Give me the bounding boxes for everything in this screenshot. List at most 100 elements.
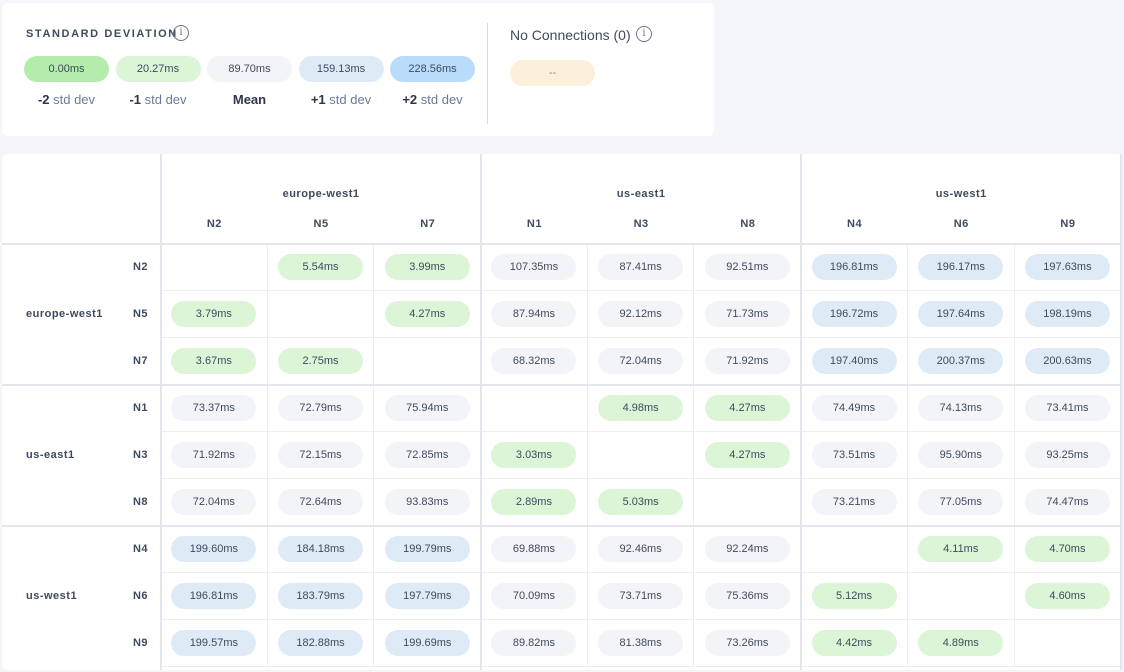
latency-pill: 73.37ms [171,395,257,421]
node-row-header: N9 [132,637,148,649]
node-row-header: N7 [132,355,148,367]
matrix-cell: 72.64ms [267,479,375,526]
matrix-cell: 2.89ms [481,479,588,526]
matrix-cell: 72.85ms [374,432,482,479]
matrix-cell: 87.41ms [587,244,695,291]
matrix-cell: 73.37ms [161,385,268,432]
matrix-cell: 5.12ms [801,573,908,620]
info-icon[interactable]: i [636,26,652,42]
node-column-header: N2 [206,218,222,230]
divider [487,23,488,124]
matrix-cell: 72.79ms [267,385,375,432]
matrix-cell: 197.79ms [374,573,482,620]
matrix-cell: 72.15ms [267,432,375,479]
std-dev-item: 0.00ms -2 std dev [24,56,109,107]
region-divider [2,384,1122,386]
latency-pill: 75.36ms [704,583,790,609]
std-dev-label: -2 std dev [24,92,109,107]
node-column-header: N3 [633,218,649,230]
matrix-cell: 196.17ms [907,244,1015,291]
latency-pill: 74.13ms [918,395,1004,421]
matrix-cell: 3.79ms [161,291,268,338]
latency-pill: 72.04ms [598,348,684,374]
latency-pill: 4.98ms [598,395,684,421]
latency-pill: 92.12ms [598,301,684,327]
std-dev-item: 89.70ms Mean [207,56,292,107]
latency-pill: 2.89ms [491,489,577,515]
node-column-header: N4 [847,218,863,230]
std-dev-item: 20.27ms -1 std dev [115,56,201,107]
latency-pill: 4.27ms [704,395,790,421]
matrix-cell: 4.89ms [907,620,1015,667]
matrix-cell: 199.79ms [374,526,482,573]
node-column-header: N6 [953,218,969,230]
latency-pill: 196.17ms [918,254,1004,280]
matrix-cell: 199.60ms [161,526,268,573]
latency-pill: 196.72ms [811,301,897,327]
matrix-cell: 4.60ms [1014,573,1122,620]
matrix-cell: 199.57ms [161,620,268,667]
std-dev-text: std dev [329,92,372,107]
node-row-header: N6 [132,590,148,602]
std-dev-label: -1 std dev [116,92,201,107]
region-divider [480,154,483,670]
matrix-cell [161,244,268,291]
matrix-cell: 73.26ms [694,620,802,667]
matrix-cell [374,338,482,385]
latency-pill: 199.69ms [384,630,470,656]
region-row-header: us-east1 [26,449,75,461]
latency-pill: 71.92ms [171,442,257,468]
matrix-cell: 77.05ms [907,479,1015,526]
latency-pill: 95.90ms [918,442,1004,468]
matrix-cell: 4.27ms [694,432,802,479]
matrix-cell: 2.75ms [267,338,375,385]
matrix-cell: 196.81ms [801,244,908,291]
latency-pill: 5.03ms [598,489,684,515]
matrix-cell: 72.04ms [161,479,268,526]
matrix-cell [481,385,588,432]
latency-pill: 199.60ms [171,536,257,562]
latency-pill: 183.79ms [278,583,364,609]
no-connections-pill: -- [510,60,595,86]
latency-pill: 71.73ms [704,301,790,327]
info-icon[interactable]: i [173,25,189,41]
matrix-cell: 89.82ms [481,620,588,667]
matrix-cell: 200.63ms [1014,338,1122,385]
latency-pill: 2.75ms [278,348,364,374]
latency-pill: 184.18ms [278,536,364,562]
matrix-cell: 92.46ms [587,526,695,573]
node-row-header: N3 [132,449,148,461]
no-connections-title: No Connections (0) [510,27,631,43]
std-dev-text: std dev [420,92,463,107]
matrix-cell: 71.92ms [161,432,268,479]
std-dev-label: Mean [207,92,292,107]
matrix-cell: 71.92ms [694,338,802,385]
matrix-cell: 4.98ms [587,385,695,432]
matrix-cell: 71.73ms [694,291,802,338]
latency-pill: 77.05ms [918,489,1004,515]
matrix-cell: 92.12ms [587,291,695,338]
latency-pill: 198.19ms [1024,301,1110,327]
std-dev-sign: +2 [402,92,418,107]
latency-pill: 4.11ms [918,536,1004,562]
std-dev-item: 228.56ms +2 std dev [390,56,475,107]
latency-pill: 72.64ms [278,489,364,515]
matrix-cell: 183.79ms [267,573,375,620]
latency-pill: 92.46ms [598,536,684,562]
latency-pill: 197.63ms [1024,254,1110,280]
matrix-cell: 68.32ms [481,338,588,385]
std-dev-sign: -2 [37,92,50,107]
matrix-cell: 197.63ms [1014,244,1122,291]
latency-pill: 93.25ms [1024,442,1110,468]
matrix-cell: 182.88ms [267,620,375,667]
matrix-cell [694,479,802,526]
matrix-cell: 93.25ms [1014,432,1122,479]
node-row-header: N2 [132,261,148,273]
node-column-header: N7 [420,218,436,230]
latency-pill: 73.26ms [704,630,790,656]
std-dev-pill: 0.00ms [24,56,109,82]
std-dev-item: 159.13ms +1 std dev [298,56,384,107]
std-dev-pill: 228.56ms [390,56,475,82]
matrix-cell: 70.09ms [481,573,588,620]
matrix-cell: 87.94ms [481,291,588,338]
